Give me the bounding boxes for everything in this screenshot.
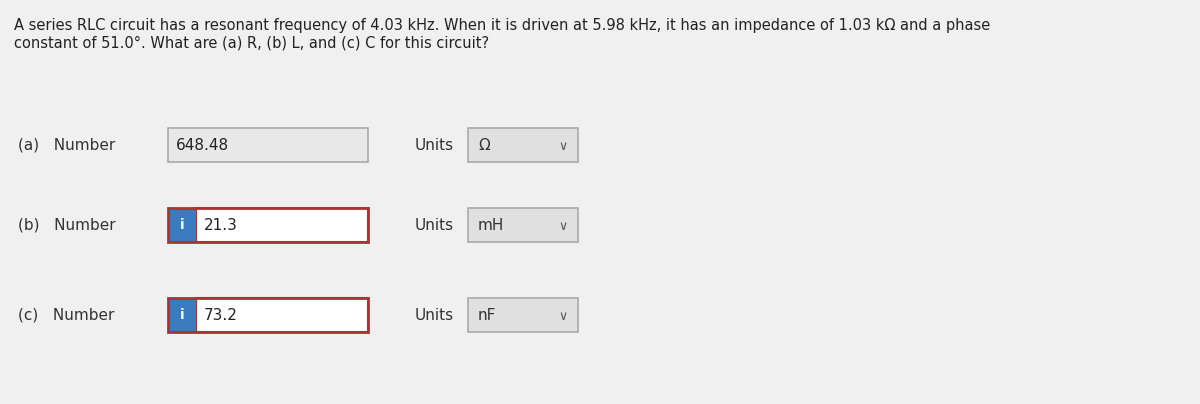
- FancyBboxPatch shape: [468, 128, 578, 162]
- Text: ∨: ∨: [559, 221, 568, 234]
- FancyBboxPatch shape: [168, 128, 368, 162]
- Text: constant of 51.0°. What are (a) R, (b) L, and (c) C for this circuit?: constant of 51.0°. What are (a) R, (b) L…: [14, 36, 490, 51]
- FancyBboxPatch shape: [196, 208, 368, 242]
- Text: nF: nF: [478, 307, 497, 322]
- Text: 648.48: 648.48: [176, 137, 229, 152]
- Text: i: i: [180, 218, 185, 232]
- Text: ∨: ∨: [559, 141, 568, 154]
- FancyBboxPatch shape: [468, 208, 578, 242]
- Text: (a)   Number: (a) Number: [18, 137, 115, 152]
- Text: mH: mH: [478, 217, 504, 232]
- Text: (b)   Number: (b) Number: [18, 217, 115, 232]
- Text: (c)   Number: (c) Number: [18, 307, 114, 322]
- Text: Ω: Ω: [478, 137, 490, 152]
- Text: Units: Units: [415, 137, 454, 152]
- FancyBboxPatch shape: [468, 298, 578, 332]
- Text: i: i: [180, 308, 185, 322]
- Text: 73.2: 73.2: [204, 307, 238, 322]
- FancyBboxPatch shape: [196, 298, 368, 332]
- FancyBboxPatch shape: [168, 298, 196, 332]
- Text: Units: Units: [415, 217, 454, 232]
- Text: A series RLC circuit has a resonant frequency of 4.03 kHz. When it is driven at : A series RLC circuit has a resonant freq…: [14, 18, 990, 33]
- Text: 21.3: 21.3: [204, 217, 238, 232]
- Text: Units: Units: [415, 307, 454, 322]
- Text: ∨: ∨: [559, 311, 568, 324]
- FancyBboxPatch shape: [168, 208, 196, 242]
